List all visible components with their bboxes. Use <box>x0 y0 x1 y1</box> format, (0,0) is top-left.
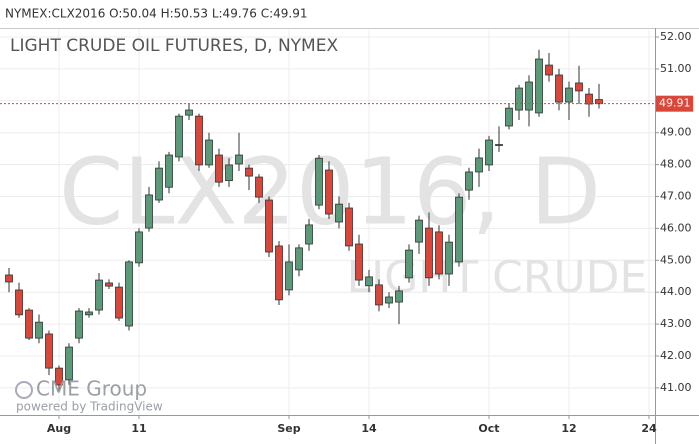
chart-title: LIGHT CRUDE OIL FUTURES, D, NYMEX <box>10 36 338 56</box>
candle-body <box>285 261 293 291</box>
candle-body <box>265 199 273 253</box>
x-tick-label: Oct <box>478 422 499 435</box>
candle-body <box>55 367 63 386</box>
candle-body <box>405 249 413 279</box>
candle-body <box>215 154 223 183</box>
y-tick-label: 52.00 <box>660 30 692 43</box>
credit: powered by TradingView <box>16 400 163 414</box>
candle-body <box>455 196 463 263</box>
candle-body <box>565 87 573 103</box>
candle-body <box>525 81 533 111</box>
candle-body <box>325 169 333 215</box>
header: NYMEX:CLX2016 O:50.04 H:50.53 L:49.76 C:… <box>5 7 308 21</box>
candle-body <box>555 74 563 103</box>
candle-body <box>115 286 123 319</box>
candle-body <box>65 346 73 381</box>
candle-body <box>385 296 393 304</box>
candle-body <box>445 241 453 275</box>
candle-body <box>195 115 203 166</box>
candle-body <box>305 224 313 245</box>
x-tick-label: 12 <box>561 422 576 435</box>
candle-body <box>235 154 243 165</box>
candle-body <box>515 87 523 111</box>
candle-body <box>485 139 493 166</box>
candle-body <box>375 284 383 306</box>
y-tick-label: 44.00 <box>660 285 692 298</box>
candle-body <box>335 203 343 223</box>
candle-body <box>355 243 363 281</box>
candle-body <box>175 115 183 158</box>
y-tick-label: 49.00 <box>660 126 692 139</box>
candle-body <box>585 93 593 105</box>
candle-body <box>495 144 503 146</box>
candle-body <box>425 227 433 279</box>
candle-body <box>505 107 513 127</box>
candle-body <box>225 164 233 181</box>
candle-body <box>255 176 263 198</box>
candle-body <box>435 231 443 275</box>
candle-body <box>45 333 53 369</box>
candle-body <box>185 109 193 116</box>
logo: CME Group <box>36 377 147 401</box>
last-price-label: 49.91 <box>659 97 691 110</box>
logo-icon <box>15 381 33 399</box>
y-tick-label: 43.00 <box>660 317 692 330</box>
candle-body <box>465 171 473 191</box>
candle-body <box>145 194 153 229</box>
candle-body <box>75 310 83 339</box>
candle-body <box>315 157 323 206</box>
candle-body <box>15 289 23 316</box>
x-tick-label: 24 <box>641 422 657 435</box>
candle-body <box>85 311 93 316</box>
x-tick-label: 14 <box>361 422 377 435</box>
y-tick-label: 41.00 <box>660 381 692 394</box>
candle-body <box>245 167 253 177</box>
candle-body <box>35 321 43 339</box>
y-tick-label: 48.00 <box>660 158 692 171</box>
candle-body <box>155 167 163 201</box>
candle-body <box>165 154 173 188</box>
candle-body <box>345 207 353 247</box>
candle-body <box>545 64 553 76</box>
y-tick-label: 45.00 <box>660 253 692 266</box>
candle-body <box>275 245 283 301</box>
candle-body <box>5 274 13 283</box>
y-tick-label: 46.00 <box>660 221 692 234</box>
candle-body <box>205 139 213 166</box>
candle-body <box>295 247 303 271</box>
candle-body <box>415 219 423 243</box>
watermark-subtitle: LIGHT CRUDE <box>347 252 648 303</box>
last-price-box <box>656 95 693 112</box>
candle-body <box>95 279 103 311</box>
x-tick-label: Aug <box>47 422 71 435</box>
candle-body <box>105 282 113 287</box>
x-tick-label: Sep <box>277 422 300 435</box>
y-tick-label: 47.00 <box>660 190 692 203</box>
candle-body <box>125 261 133 327</box>
y-tick-label: 42.00 <box>660 349 692 362</box>
x-tick-label: 11 <box>131 422 146 435</box>
candle-body <box>135 231 143 264</box>
candle-body <box>595 99 603 105</box>
candle-body <box>365 276 373 287</box>
candle-body <box>395 290 403 303</box>
candle-body <box>575 82 583 92</box>
candle-body <box>535 58 543 114</box>
y-tick-label: 51.00 <box>660 62 692 75</box>
candle-body <box>25 309 33 339</box>
candle-body <box>475 157 483 173</box>
